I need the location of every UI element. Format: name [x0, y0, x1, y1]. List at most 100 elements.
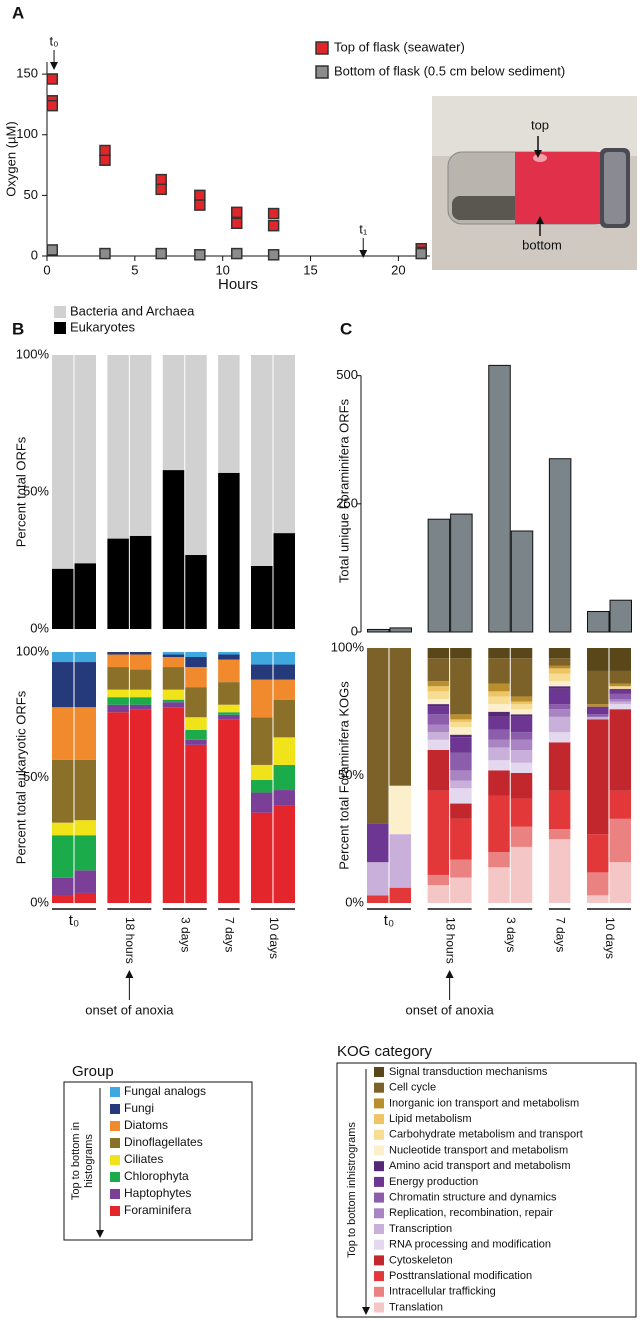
bar-segment — [129, 669, 152, 690]
bar-segment — [251, 652, 273, 665]
legend-label: RNA processing and modification — [389, 1239, 551, 1251]
bar-segment — [218, 719, 240, 903]
bar-segment — [548, 668, 571, 674]
bar-segment — [185, 355, 207, 556]
bar-segment — [450, 658, 472, 715]
bar — [389, 627, 412, 633]
legend-swatch — [374, 1286, 384, 1297]
bar-segment — [427, 724, 450, 733]
bar-segment — [427, 790, 450, 875]
legend-box — [336, 1062, 637, 1318]
bar-segment — [587, 714, 609, 717]
photo — [432, 96, 637, 270]
legend-swatch — [374, 1114, 384, 1125]
legend-label: Inorganic ion transport and metabolism — [389, 1097, 579, 1109]
panel-label: A — [12, 3, 24, 22]
marker — [99, 247, 111, 260]
bar-segment — [129, 654, 152, 670]
bar-segment — [488, 729, 510, 740]
marker — [155, 173, 167, 186]
bar-segment — [548, 665, 571, 669]
bar-segment — [488, 760, 510, 771]
legend-swatch — [374, 1208, 384, 1219]
bar-segment — [107, 689, 129, 698]
bar-segment — [74, 662, 96, 708]
marker — [155, 183, 167, 196]
marker — [267, 249, 280, 261]
y-tick-label: 150 — [16, 66, 38, 81]
bar-segment — [74, 892, 96, 903]
legend-label: Ciliates — [124, 1152, 163, 1166]
bar-segment — [427, 704, 450, 707]
bar — [587, 610, 610, 633]
bar-segment — [450, 737, 472, 753]
annotation: t₀ — [50, 33, 59, 48]
legend-label: Cytoskeleton — [389, 1254, 453, 1266]
bar-segment — [450, 648, 472, 659]
bar — [510, 530, 534, 633]
bar-segment — [510, 704, 533, 710]
legend-note: Top to bottom inhistrograms — [346, 1122, 358, 1258]
bar-segment — [488, 747, 510, 761]
bar — [609, 599, 632, 633]
group-label: 18 hours — [443, 917, 457, 964]
bar-segment — [185, 652, 207, 658]
bar-segment — [52, 355, 74, 569]
bar-segment — [587, 834, 609, 873]
bar-segment — [218, 712, 240, 715]
marker — [194, 189, 206, 202]
legend-label: Lipid metabolism — [389, 1113, 472, 1125]
x-axis-label: Hours — [218, 276, 258, 293]
marker — [194, 199, 206, 211]
marker — [230, 247, 243, 260]
x-tick-label: 20 — [391, 262, 405, 277]
legend-swatch — [110, 1189, 120, 1199]
bar-segment — [450, 721, 472, 728]
bar-segment — [510, 846, 533, 903]
bar-segment — [162, 702, 185, 708]
bar-segment — [488, 704, 510, 712]
bar-segment — [129, 689, 152, 698]
bar-segment — [548, 658, 571, 666]
y-tick-label: 100% — [16, 346, 50, 361]
group-label: 7 days — [553, 917, 567, 952]
legend-swatch — [374, 1161, 384, 1172]
legend-swatch — [374, 1129, 384, 1140]
bar-segment — [609, 862, 631, 903]
legend-label: Amino acid transport and metabolism — [389, 1160, 571, 1172]
bar-segment — [450, 818, 472, 860]
bar-segment — [74, 820, 96, 836]
bar-segment — [427, 699, 450, 705]
legend-swatch — [54, 322, 66, 334]
bar-segment — [488, 867, 510, 903]
legend-label: Posttranslational modification — [389, 1270, 532, 1282]
bar-segment — [609, 704, 631, 710]
bar-segment — [609, 648, 631, 671]
bar-segment — [185, 667, 207, 688]
bar-segment — [450, 877, 472, 903]
bar-segment — [488, 716, 510, 730]
legend-swatch — [374, 1067, 384, 1077]
legend-note: histograms — [83, 1134, 95, 1188]
bar-segment — [218, 654, 240, 660]
bar-segment — [74, 355, 96, 564]
legend-label: Bottom of flask (0.5 cm below sediment) — [334, 63, 565, 78]
bar-segment — [107, 704, 129, 713]
annotation: t₁ — [359, 221, 368, 236]
bar-segment — [510, 739, 533, 750]
bar-segment — [587, 704, 609, 707]
bar-segment — [450, 714, 472, 720]
legend-label: Foraminifera — [124, 1203, 192, 1217]
group-label: 10 days — [267, 917, 281, 959]
bar-segment — [510, 798, 533, 827]
photo-label: bottom — [522, 237, 562, 252]
bar-segment — [427, 706, 450, 715]
group-label: 10 days — [603, 917, 617, 959]
bar-segment — [548, 673, 571, 682]
bar-segment — [251, 664, 273, 680]
bar — [427, 518, 451, 633]
bar-segment — [427, 686, 450, 692]
legend-label: Intracellular trafficking — [389, 1286, 496, 1298]
y-tick-label: 100% — [16, 643, 50, 658]
bar-segment — [587, 895, 609, 903]
